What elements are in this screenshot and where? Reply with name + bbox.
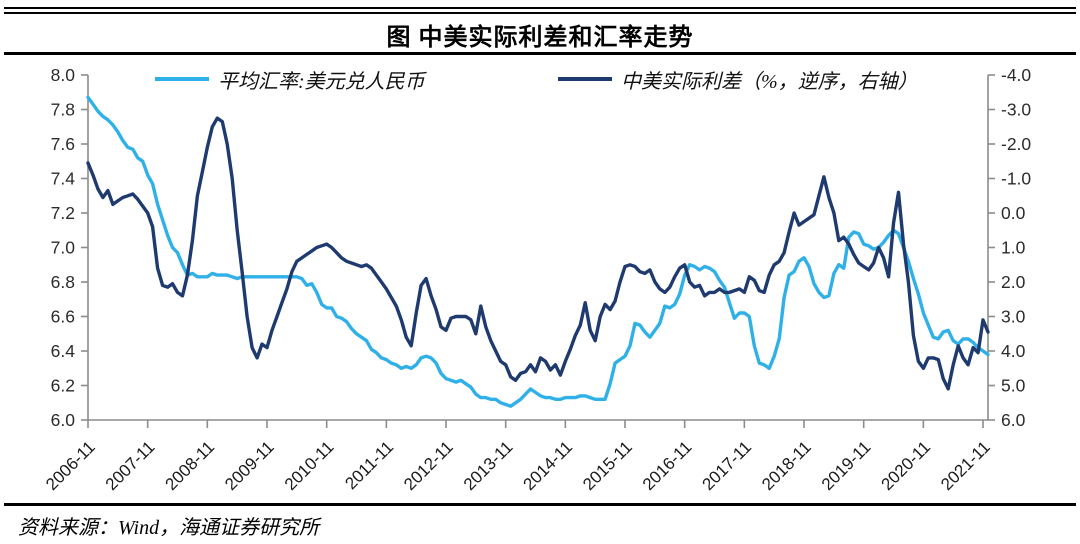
svg-text:6.0: 6.0 bbox=[1001, 410, 1026, 430]
usdcny-line bbox=[86, 95, 990, 408]
svg-text:7.2: 7.2 bbox=[51, 203, 75, 223]
svg-text:2009-11: 2009-11 bbox=[221, 437, 278, 494]
svg-text:2013-11: 2013-11 bbox=[460, 437, 517, 494]
svg-text:2010-11: 2010-11 bbox=[281, 437, 338, 494]
legend-item-exchange-rate: 平均汇率:美元兑人民币 bbox=[155, 66, 425, 93]
footer-divider-rule bbox=[4, 503, 1076, 506]
svg-text:-3.0: -3.0 bbox=[1001, 100, 1031, 120]
svg-text:2007-11: 2007-11 bbox=[102, 437, 159, 494]
svg-text:6.0: 6.0 bbox=[51, 410, 76, 430]
svg-text:5.0: 5.0 bbox=[1001, 376, 1026, 396]
svg-text:2018-11: 2018-11 bbox=[758, 437, 815, 494]
svg-text:2020-11: 2020-11 bbox=[878, 437, 935, 494]
legend-label-rate-differential: 中美实际利差（%，逆序，右轴） bbox=[621, 70, 918, 93]
legend-item-rate-differential: 中美实际利差（%，逆序，右轴） bbox=[558, 66, 918, 93]
svg-text:7.0: 7.0 bbox=[51, 238, 76, 258]
svg-text:2016-11: 2016-11 bbox=[639, 437, 696, 494]
svg-text:7.6: 7.6 bbox=[51, 134, 75, 154]
svg-text:6.6: 6.6 bbox=[51, 307, 75, 327]
svg-text:-2.0: -2.0 bbox=[1001, 134, 1031, 154]
svg-text:2.0: 2.0 bbox=[1001, 272, 1026, 292]
svg-text:2014-11: 2014-11 bbox=[520, 437, 577, 494]
svg-text:6.2: 6.2 bbox=[51, 376, 75, 396]
right-axis-ticks: -4.0 -3.0 -2.0 -1.0 0.0 1.0 2.0 3.0 4.0 5.0 6.0 bbox=[988, 65, 1031, 430]
svg-text:6.8: 6.8 bbox=[51, 272, 75, 292]
svg-text:-4.0: -4.0 bbox=[1001, 65, 1031, 85]
svg-text:2006-11: 2006-11 bbox=[42, 437, 99, 494]
source-note: 资料来源：Wind，海通证券研究所 bbox=[18, 517, 320, 539]
svg-text:2019-11: 2019-11 bbox=[818, 437, 875, 494]
svg-text:2011-11: 2011-11 bbox=[341, 437, 397, 493]
rate-diff-line bbox=[86, 116, 990, 391]
svg-text:1.0: 1.0 bbox=[1001, 238, 1026, 258]
svg-text:7.4: 7.4 bbox=[51, 169, 76, 189]
svg-text:4.0: 4.0 bbox=[1001, 341, 1026, 361]
svg-text:-1.0: -1.0 bbox=[1001, 169, 1031, 189]
svg-text:2008-11: 2008-11 bbox=[161, 437, 218, 494]
svg-text:3.0: 3.0 bbox=[1001, 307, 1026, 327]
title-divider-rule bbox=[4, 52, 1076, 55]
rate-differential-line-swatch bbox=[558, 77, 612, 81]
svg-text:8.0: 8.0 bbox=[51, 65, 76, 85]
legend-label-exchange-rate: 平均汇率:美元兑人民币 bbox=[218, 70, 425, 93]
svg-text:6.4: 6.4 bbox=[51, 341, 76, 361]
svg-text:0.0: 0.0 bbox=[1001, 203, 1026, 223]
svg-text:2021-11: 2021-11 bbox=[937, 437, 994, 494]
exchange-rate-line-swatch bbox=[155, 77, 209, 81]
page-title: 图 中美实际利差和汇率走势 bbox=[386, 25, 694, 51]
svg-text:7.8: 7.8 bbox=[51, 100, 75, 120]
svg-text:2017-11: 2017-11 bbox=[699, 437, 756, 494]
x-axis-ticks: 2006-11 2007-11 2008-11 2009-11 2010-11 2011-… bbox=[42, 420, 994, 494]
left-axis-ticks: 8.0 7.8 7.6 7.4 7.2 7.0 6.8 6.6 6.4 6.2 6.0 bbox=[51, 65, 88, 430]
top-double-rule-line2 bbox=[4, 12, 1076, 14]
chart-legend: 平均汇率:美元兑人民币 中美实际利差（%，逆序，右轴） bbox=[0, 66, 1080, 93]
top-double-rule-line1 bbox=[4, 7, 1076, 9]
svg-text:2015-11: 2015-11 bbox=[579, 437, 636, 494]
svg-text:2012-11: 2012-11 bbox=[400, 437, 457, 494]
